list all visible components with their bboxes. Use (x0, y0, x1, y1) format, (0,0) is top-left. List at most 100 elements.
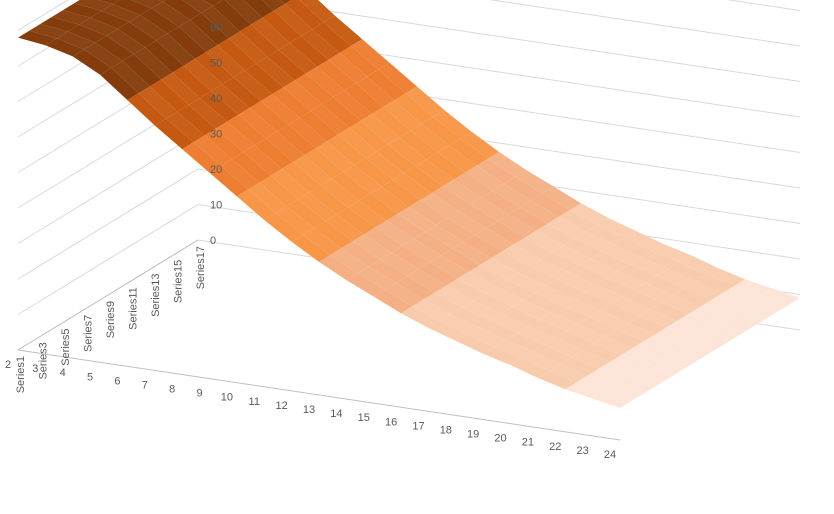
surface-cell (568, 265, 607, 286)
surface-cell (56, 31, 96, 50)
surface-cell (368, 259, 408, 283)
surface-cell (349, 120, 389, 152)
surface-cell (83, 42, 123, 68)
value-axis-label-40: 40 (210, 93, 222, 105)
surface-cell (452, 241, 492, 266)
surface-cell (434, 285, 474, 308)
category-axis-label-20: 20 (494, 433, 506, 445)
surface-cell (138, 86, 178, 119)
surface-cell (383, 100, 422, 131)
surface-cell (634, 282, 673, 303)
surface-cell (323, 15, 363, 46)
surface-cell (259, 175, 299, 207)
surface-cell (454, 172, 493, 198)
surface-cell (587, 368, 627, 385)
surface-cell (350, 39, 390, 70)
surface-cell (182, 0, 213, 13)
surface-cell (689, 306, 728, 324)
surface-cell (112, 0, 152, 16)
category-axis-label-23: 23 (577, 445, 589, 457)
surface-cell (304, 148, 344, 179)
surface-cell (243, 0, 274, 18)
surface-cell (249, 100, 289, 132)
surface-cell (233, 70, 273, 101)
surface-cell (711, 292, 751, 310)
surface-cell (602, 244, 641, 265)
surface-cell (592, 391, 632, 409)
surface-cell (333, 90, 372, 121)
surface-cell (479, 258, 519, 280)
surface-cell (293, 155, 332, 186)
surface-cell (131, 0, 163, 9)
category-axis-label-13: 13 (303, 404, 315, 416)
surface-cell (513, 237, 553, 260)
surface-cell (560, 357, 600, 376)
surface-cell (330, 248, 369, 274)
surface-cell (199, 91, 239, 122)
surface-cell (286, 199, 326, 229)
surface-cell (650, 302, 690, 321)
surface-cell (439, 314, 479, 335)
surface-cell (166, 111, 205, 143)
surface-cell (544, 337, 583, 358)
surface-cell (201, 5, 240, 39)
surface-cell (410, 123, 450, 153)
surface-cell (611, 296, 651, 317)
surface-cell (117, 22, 157, 48)
surface-cell (322, 97, 361, 128)
surface-cell (151, 1, 191, 27)
surface-cell (437, 145, 477, 173)
surface-cell (534, 285, 574, 306)
surface-cell (72, 49, 112, 75)
surface-cell (542, 186, 582, 211)
surface-cell (423, 292, 463, 315)
surface-cell (29, 23, 68, 39)
surface-cell (590, 251, 630, 272)
surface-cell (101, 3, 141, 23)
surface-cell (695, 274, 735, 293)
surface-cell (450, 307, 490, 328)
surface-cell (474, 227, 514, 252)
surface-cell (320, 178, 360, 208)
surface-cell (492, 183, 532, 208)
value-axis-label-10: 10 (210, 200, 222, 212)
series-axis-label-series7: Series7 (83, 315, 95, 352)
surface-cell (599, 361, 638, 379)
surface-cell (565, 382, 604, 399)
surface-cell (238, 107, 278, 139)
category-axis-label-8: 8 (169, 384, 175, 396)
surface-cell (354, 158, 393, 187)
category-axis-label-12: 12 (276, 400, 288, 412)
surface-cell (510, 358, 550, 379)
series-axis-label-series15: Series15 (173, 260, 185, 303)
surface-cell (122, 54, 162, 87)
surface-cell (298, 192, 337, 222)
surface-cell (371, 106, 411, 138)
surface-cell (399, 130, 438, 160)
surface-cell (615, 378, 654, 395)
surface-cell (446, 278, 485, 301)
surface-cell (684, 281, 723, 300)
surface-cell (470, 197, 509, 222)
surface-cell (579, 258, 619, 279)
category-axis-label-18: 18 (440, 424, 452, 436)
surface-cell (291, 234, 331, 262)
surface-cell (267, 49, 306, 81)
series-axis-label-series17: Series17 (195, 246, 207, 289)
surface-cell (193, 135, 233, 166)
series-axis-labels: Series1 Series3 Series5 Series7 Series9 Serie… (15, 246, 207, 393)
surface-cell (341, 241, 381, 267)
surface-cell (668, 261, 707, 282)
surface-cell (465, 165, 504, 191)
surface-cell (610, 354, 649, 372)
surface-cell (206, 45, 245, 78)
surface-cell (280, 0, 292, 4)
surface-cell (624, 230, 664, 251)
surface-cell (644, 334, 683, 351)
surface-cell (637, 364, 677, 381)
surface-cell (95, 35, 134, 61)
surface-cell (380, 252, 419, 277)
surface-cell (347, 200, 387, 228)
surface-cell (679, 255, 718, 275)
surface-cell (128, 15, 168, 41)
